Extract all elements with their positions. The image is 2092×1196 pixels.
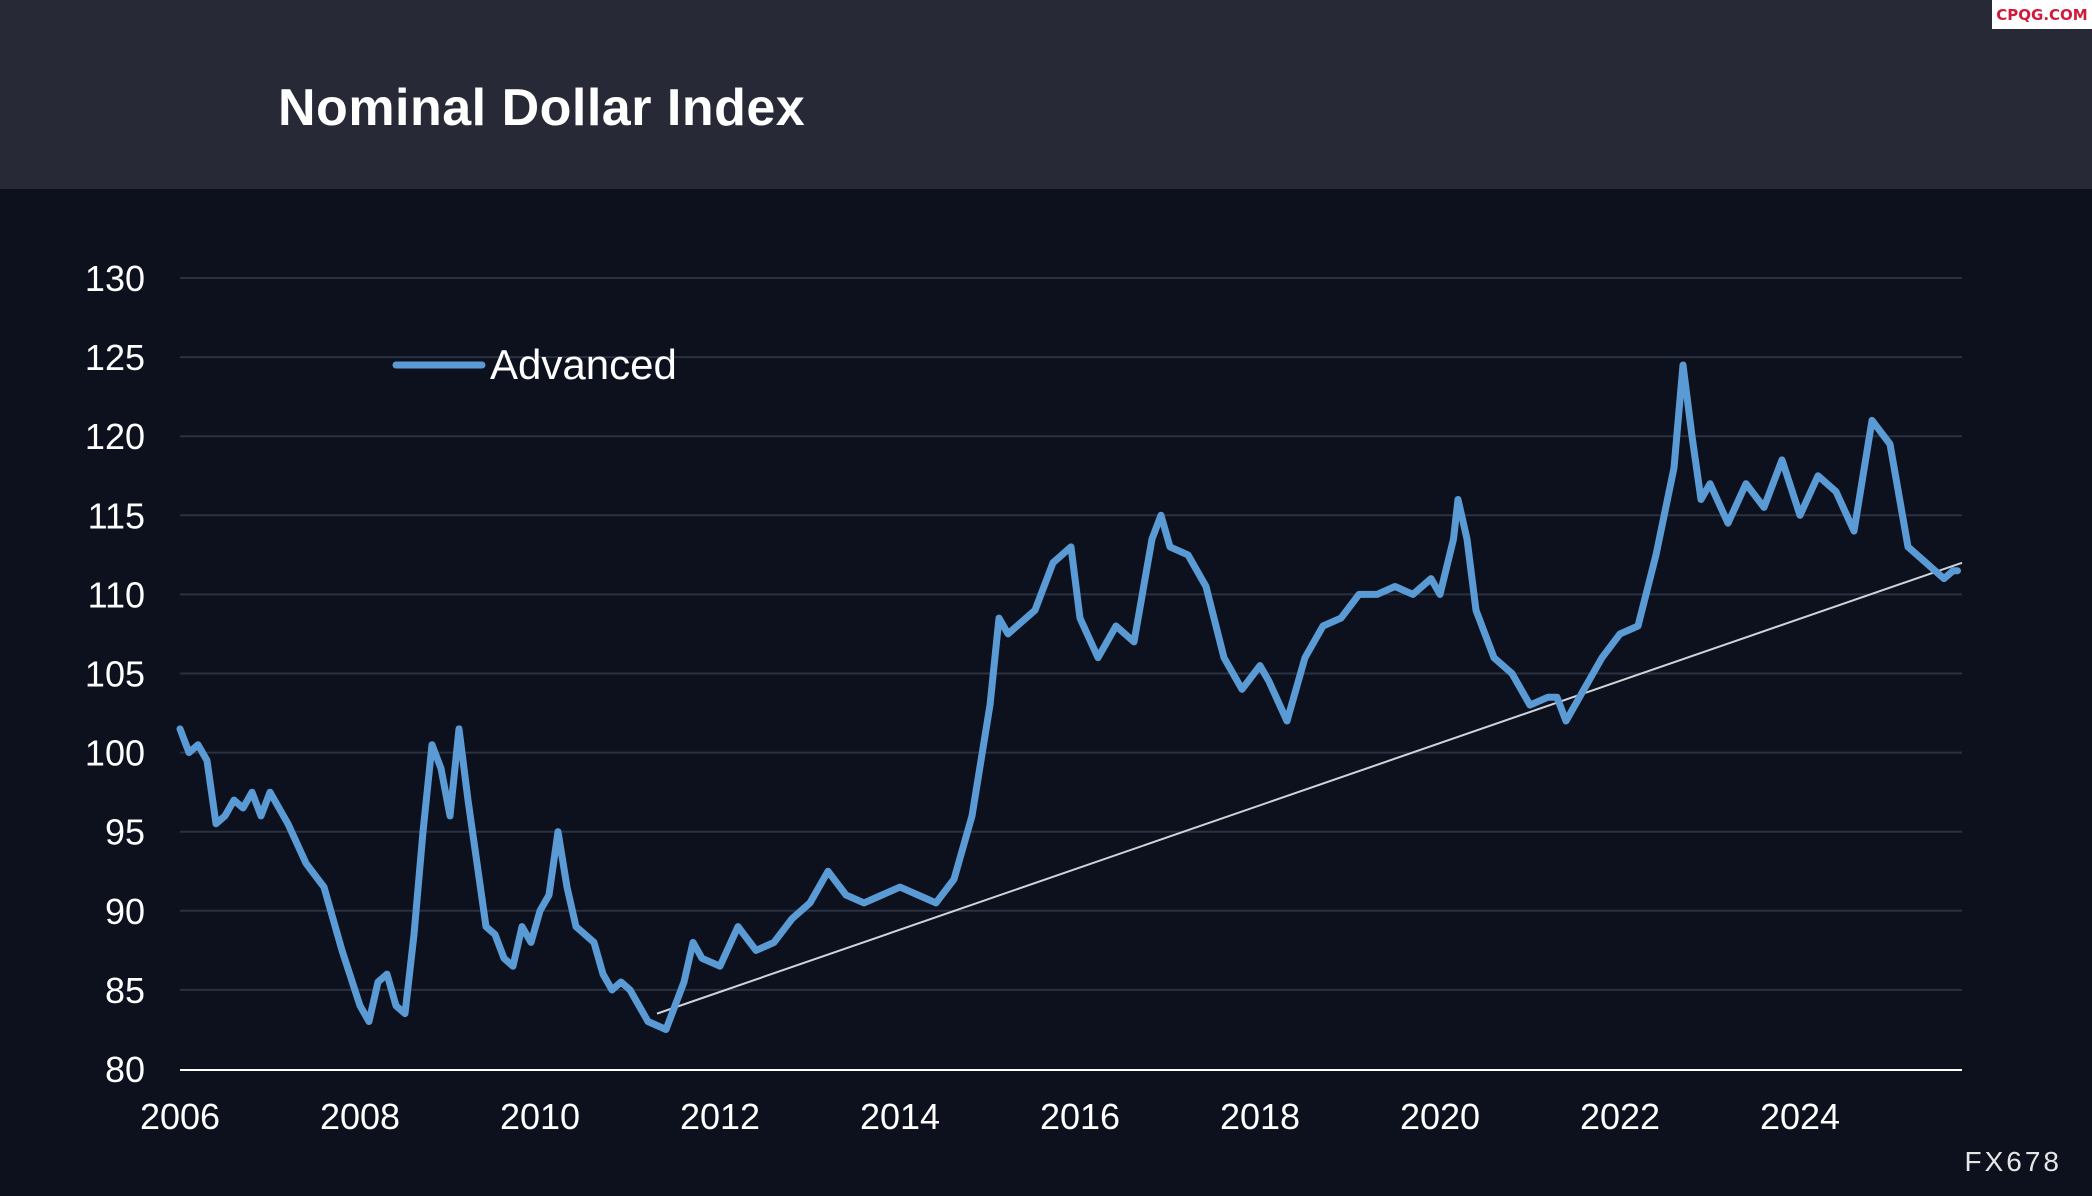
x-tick-label: 2024 — [1760, 1096, 1840, 1137]
y-tick-label: 90 — [105, 891, 145, 932]
title-bar: Nominal Dollar Index — [0, 0, 2092, 189]
trendline — [656, 561, 1963, 1015]
x-tick-label: 2014 — [860, 1096, 940, 1137]
y-tick-label: 95 — [105, 812, 145, 853]
y-tick-label: 115 — [88, 495, 145, 536]
y-tick-label: 120 — [85, 416, 145, 457]
source-label: FX678 — [1964, 1146, 2062, 1177]
y-axis-ticks: 80 85 90 95 100 105 110 115 120 125 130 — [85, 258, 145, 1090]
legend-label: Advanced — [490, 341, 677, 388]
x-tick-label: 2010 — [500, 1096, 580, 1137]
x-tick-label: 2012 — [680, 1096, 760, 1137]
series-line-advanced — [176, 361, 1961, 1033]
x-tick-label: 2008 — [320, 1096, 400, 1137]
y-tick-label: 125 — [85, 337, 145, 378]
y-tick-label: 80 — [105, 1049, 145, 1090]
series-lines — [176, 361, 1963, 1033]
y-tick-label: 110 — [88, 574, 145, 615]
x-tick-label: 2016 — [1040, 1096, 1120, 1137]
page-title: Nominal Dollar Index — [278, 79, 806, 137]
y-tick-label: 85 — [105, 970, 145, 1011]
y-tick-label: 100 — [85, 733, 145, 774]
x-tick-label: 2022 — [1580, 1096, 1660, 1137]
x-tick-label: 2020 — [1400, 1096, 1480, 1137]
gridlines — [180, 277, 1962, 991]
x-tick-label: 2006 — [140, 1096, 220, 1137]
y-tick-label: 130 — [85, 258, 145, 299]
y-tick-label: 105 — [85, 654, 145, 695]
x-tick-label: 2018 — [1220, 1096, 1300, 1137]
x-axis-ticks: 2006 2008 2010 2012 2014 2016 2018 2020 2022 2024 — [140, 1096, 1840, 1137]
watermark-logo: CPQG.COM — [1992, 0, 2092, 29]
legend: Advanced — [392, 341, 677, 388]
